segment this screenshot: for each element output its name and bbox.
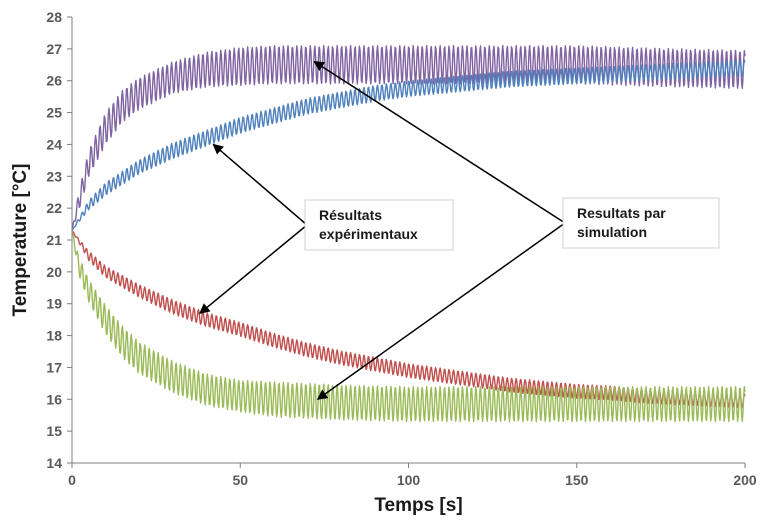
y-axis-title: Temperature [°C] bbox=[10, 164, 31, 317]
y-tick-label: 28 bbox=[46, 9, 62, 25]
annotation-arrow bbox=[313, 60, 566, 224]
annotations: Résultats expérimentaux Resultats par simul… bbox=[199, 60, 720, 400]
x-tick-label: 50 bbox=[232, 472, 248, 488]
x-axis-title: Temps [s] bbox=[374, 495, 462, 516]
y-tick-label: 20 bbox=[46, 264, 62, 280]
annotation-arrow bbox=[316, 222, 566, 400]
y-tick-label: 27 bbox=[46, 41, 62, 57]
y-tick-label: 18 bbox=[46, 328, 62, 344]
annotation-text: simulation bbox=[577, 224, 647, 240]
y-tick-label: 25 bbox=[46, 105, 62, 121]
annotation-box bbox=[304, 199, 454, 251]
annotation-box bbox=[562, 197, 720, 249]
series-line-1 bbox=[71, 44, 746, 231]
annotation-arrow bbox=[199, 224, 308, 314]
y-tick-label: 24 bbox=[46, 136, 62, 152]
y-tick-label: 22 bbox=[46, 200, 62, 216]
y-tick-label: 23 bbox=[46, 168, 62, 184]
series-line-2 bbox=[71, 59, 746, 231]
x-tick-label: 100 bbox=[397, 472, 421, 488]
y-tick-label: 26 bbox=[46, 73, 62, 89]
y-tick-label: 17 bbox=[46, 359, 62, 375]
y-tick-label: 21 bbox=[46, 232, 62, 248]
x-tick-label: 150 bbox=[565, 472, 589, 488]
x-tick-label: 200 bbox=[733, 472, 757, 488]
y-tick-label: 15 bbox=[46, 423, 62, 439]
series-line-4 bbox=[71, 230, 746, 423]
y-tick-label: 14 bbox=[46, 455, 62, 471]
annotation-text: Resultats par bbox=[577, 205, 666, 221]
x-tick-label: 0 bbox=[68, 472, 76, 488]
tick-labels: 14 15 16 17 18 19 20 21 22 23 24 25 26 27 28 0 50 100 150 2… bbox=[46, 9, 756, 488]
annotation-text: expérimentaux bbox=[319, 226, 418, 242]
axes bbox=[67, 16, 746, 468]
series-layer bbox=[71, 44, 746, 423]
annotation-text: Résultats bbox=[319, 207, 382, 223]
y-tick-label: 19 bbox=[46, 296, 62, 312]
y-tick-label: 16 bbox=[46, 391, 62, 407]
annotation-arrow bbox=[212, 143, 308, 226]
